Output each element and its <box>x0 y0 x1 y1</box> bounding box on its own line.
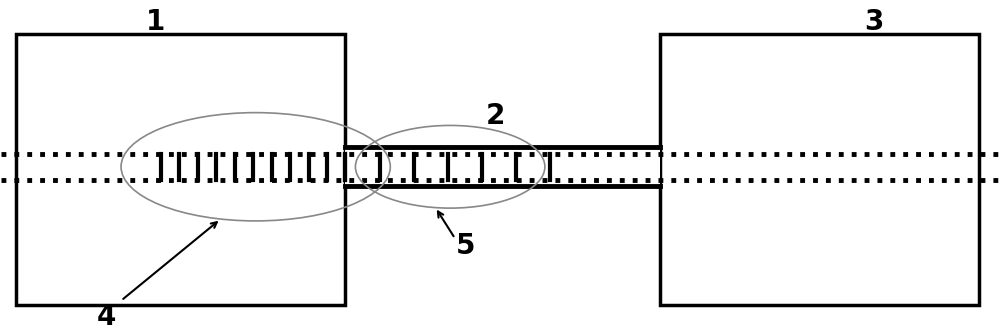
Bar <box>16 34 345 305</box>
Bar <box>660 34 979 305</box>
Text: 3: 3 <box>864 8 884 36</box>
Text: 5: 5 <box>455 232 475 259</box>
Text: 4: 4 <box>96 303 116 331</box>
Text: 2: 2 <box>485 101 505 130</box>
Bar <box>345 147 660 186</box>
Text: 1: 1 <box>146 8 166 36</box>
